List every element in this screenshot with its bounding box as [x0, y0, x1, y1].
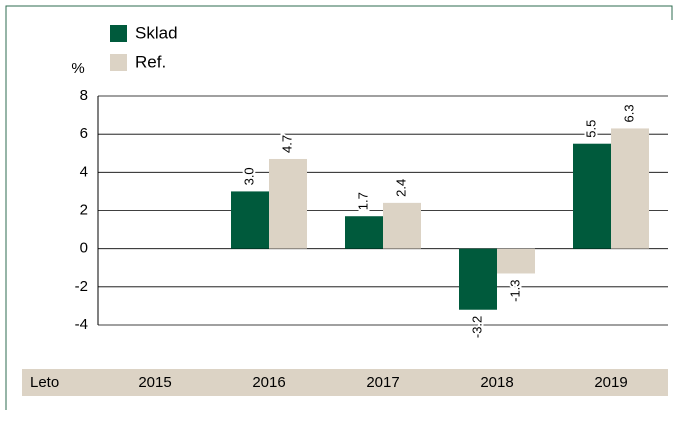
value-label: -1.3	[507, 279, 522, 301]
legend-swatch	[110, 54, 127, 71]
value-label: 3.0	[241, 167, 256, 185]
y-tick-label: -2	[75, 278, 88, 295]
bar	[269, 158, 307, 249]
value-label: 6.3	[621, 104, 636, 122]
bar	[573, 143, 611, 249]
value-label: 2.4	[393, 179, 408, 197]
value-label: 4.7	[279, 135, 294, 153]
y-tick-label: 6	[80, 125, 88, 142]
bar	[231, 191, 269, 249]
x-tick-label: 2015	[138, 374, 171, 391]
x-tick-label: 2017	[366, 374, 399, 391]
y-tick-label: 4	[80, 163, 88, 180]
bar	[383, 202, 421, 249]
bar	[459, 248, 497, 310]
category-band	[22, 369, 668, 396]
bar	[611, 128, 649, 249]
value-label: 5.5	[583, 120, 598, 138]
value-label: 1.7	[355, 192, 370, 210]
y-tick-label: 2	[80, 201, 88, 218]
legend-label: Ref.	[135, 52, 166, 71]
frame	[5, 5, 673, 410]
x-axis-label: Leto	[30, 374, 59, 391]
legend-label: Sklad	[135, 23, 178, 42]
y-tick-label: 0	[80, 240, 88, 257]
y-tick-label: -4	[75, 316, 88, 333]
bar	[345, 216, 383, 249]
legend-swatch	[110, 25, 127, 42]
x-tick-label: 2016	[252, 374, 285, 391]
x-tick-label: 2019	[594, 374, 627, 391]
y-axis-label: %	[71, 60, 84, 77]
x-tick-label: 2018	[480, 374, 513, 391]
value-label: -3.2	[469, 316, 484, 338]
bar	[497, 248, 535, 274]
y-tick-label: 8	[80, 87, 88, 104]
